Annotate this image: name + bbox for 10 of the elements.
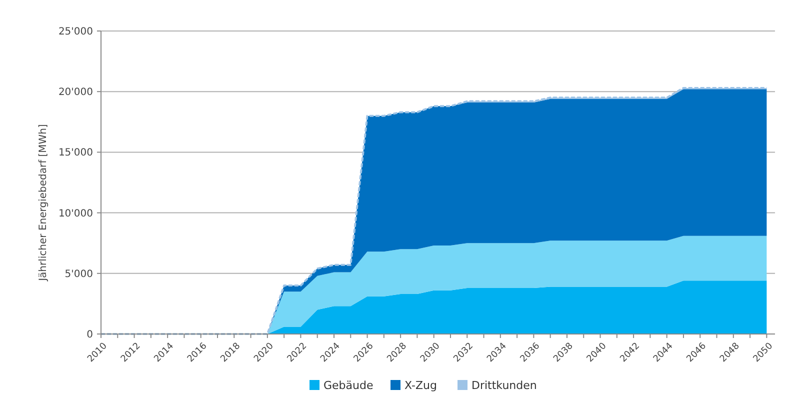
y-tick-label: 15'000 xyxy=(58,148,93,159)
y-tick-label: 5'000 xyxy=(64,268,93,280)
legend-label: Drittkunden xyxy=(472,378,537,392)
y-tick-label: 10'000 xyxy=(58,208,93,220)
legend-label: X-Zug xyxy=(404,378,437,392)
y-axis-title: Jährlicher Energiebedarf [MWh] xyxy=(38,124,49,282)
y-tick-label: 0 xyxy=(86,330,93,340)
y-tick-label: 25'000 xyxy=(58,26,93,38)
legend-label: Gebäude xyxy=(324,378,374,392)
y-tick-label: 20'000 xyxy=(58,87,93,98)
